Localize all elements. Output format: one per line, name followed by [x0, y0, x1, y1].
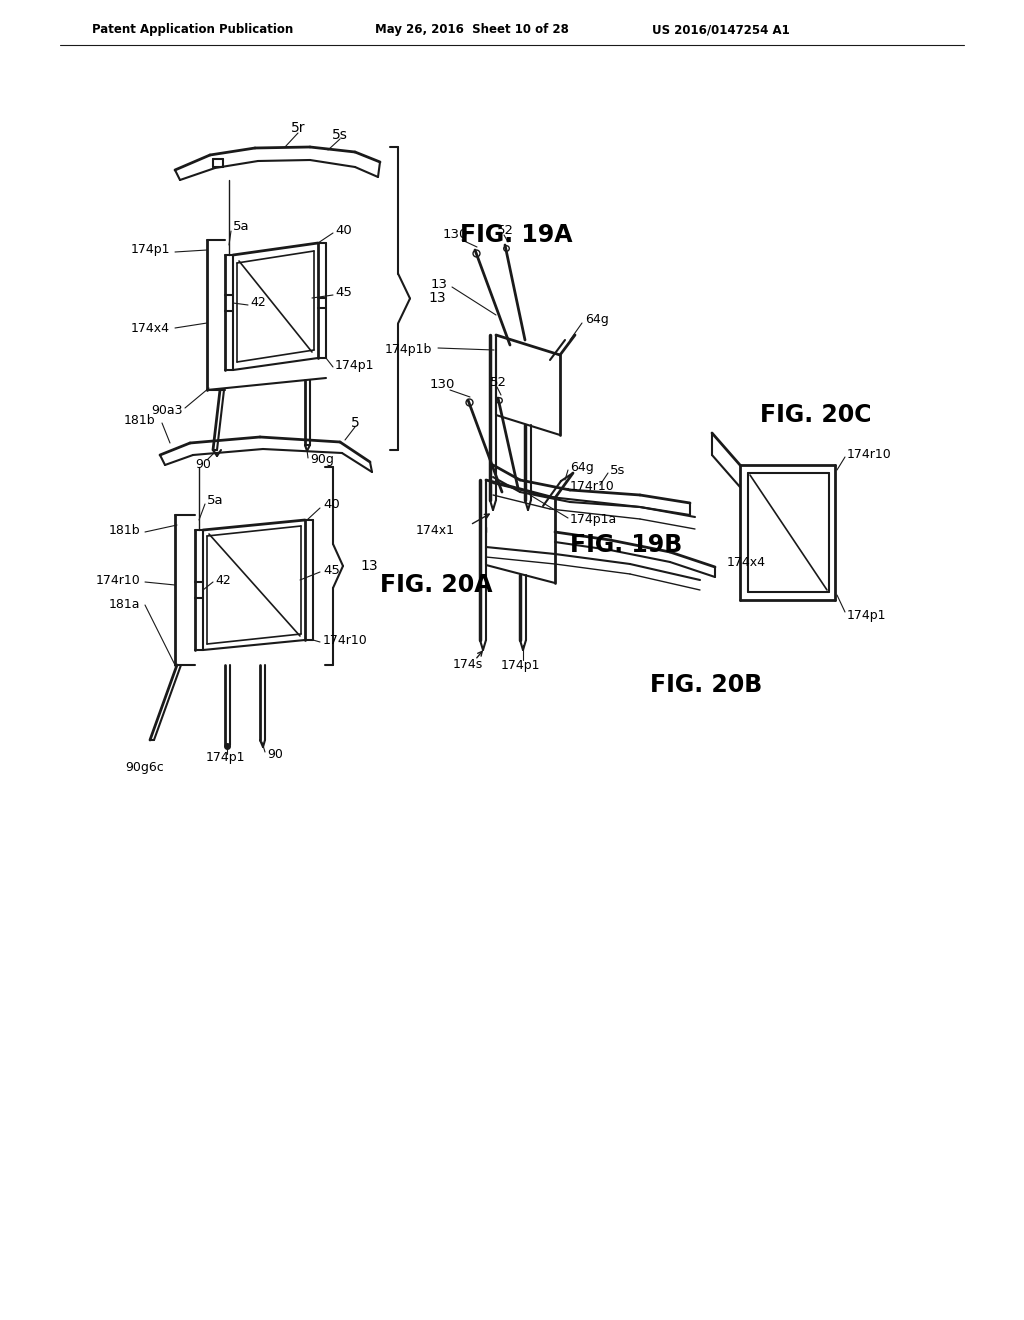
Text: 45: 45 — [323, 564, 340, 577]
Text: 52: 52 — [497, 223, 513, 236]
Text: 174p1: 174p1 — [335, 359, 375, 371]
Text: FIG. 19A: FIG. 19A — [460, 223, 572, 247]
Text: 130: 130 — [442, 228, 468, 242]
Text: 5a: 5a — [233, 220, 250, 234]
Text: Patent Application Publication: Patent Application Publication — [92, 24, 293, 37]
Text: 174x4: 174x4 — [131, 322, 170, 334]
Text: 90g: 90g — [310, 454, 334, 466]
Text: 42: 42 — [215, 573, 230, 586]
Text: 40: 40 — [323, 499, 340, 511]
Text: 13: 13 — [428, 292, 445, 305]
Text: 5: 5 — [351, 416, 360, 430]
Text: US 2016/0147254 A1: US 2016/0147254 A1 — [652, 24, 790, 37]
Text: 5a: 5a — [207, 494, 223, 507]
Text: 5r: 5r — [291, 121, 305, 135]
Text: 90g6c: 90g6c — [126, 762, 165, 775]
Text: 174p1a: 174p1a — [570, 513, 617, 527]
Text: 174s: 174s — [453, 659, 483, 672]
Text: 181b: 181b — [109, 524, 140, 536]
Text: 90a3: 90a3 — [152, 404, 183, 417]
Text: FIG. 20C: FIG. 20C — [760, 403, 871, 426]
Text: 174x4: 174x4 — [727, 556, 766, 569]
Text: 52: 52 — [489, 375, 507, 388]
Text: 174p1b: 174p1b — [385, 343, 432, 356]
Text: 5s: 5s — [610, 463, 626, 477]
Text: 174x1: 174x1 — [416, 524, 455, 536]
Text: May 26, 2016  Sheet 10 of 28: May 26, 2016 Sheet 10 of 28 — [375, 24, 569, 37]
Text: 174r10: 174r10 — [323, 634, 368, 647]
Text: 13: 13 — [360, 558, 378, 573]
Text: 174p1: 174p1 — [501, 659, 540, 672]
Text: 90: 90 — [195, 458, 211, 471]
Text: 174r10: 174r10 — [570, 479, 614, 492]
Text: 45: 45 — [335, 286, 352, 300]
Text: 174p1: 174p1 — [130, 243, 170, 256]
Text: 181a: 181a — [109, 598, 140, 611]
Text: 174r10: 174r10 — [847, 449, 892, 462]
Text: FIG. 20B: FIG. 20B — [650, 673, 762, 697]
Text: FIG. 20A: FIG. 20A — [380, 573, 493, 597]
Text: 42: 42 — [250, 297, 266, 309]
Text: 64g: 64g — [570, 462, 594, 474]
Text: 130: 130 — [429, 379, 455, 392]
Text: 40: 40 — [335, 223, 352, 236]
Text: 174r10: 174r10 — [95, 573, 140, 586]
Text: 64g: 64g — [585, 314, 608, 326]
Text: 174p1: 174p1 — [205, 751, 245, 764]
Text: 181b: 181b — [123, 413, 155, 426]
Text: 90: 90 — [267, 748, 283, 762]
Text: FIG. 19B: FIG. 19B — [570, 533, 682, 557]
Text: 13: 13 — [431, 279, 449, 292]
Text: 5s: 5s — [332, 128, 348, 143]
Text: 174p1: 174p1 — [847, 609, 887, 622]
